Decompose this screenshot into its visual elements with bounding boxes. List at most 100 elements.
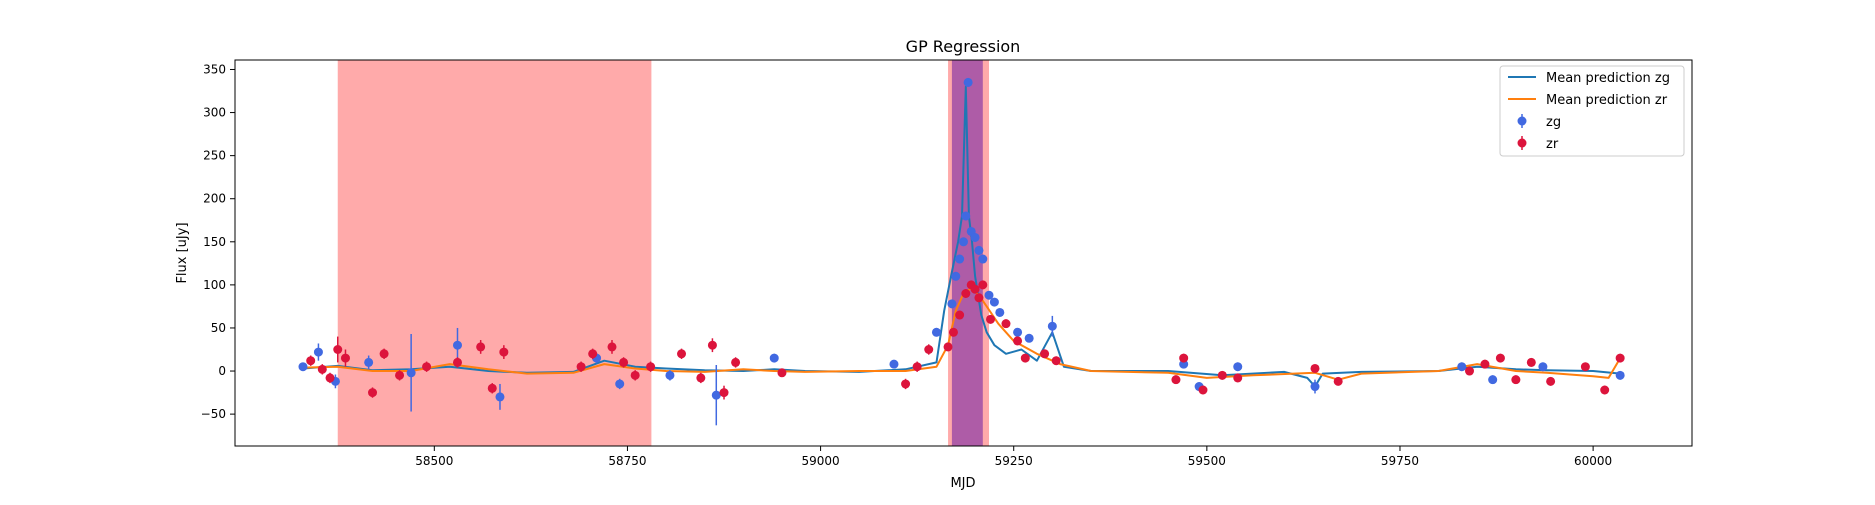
zg-point-35 bbox=[1488, 375, 1498, 385]
series-points-zg bbox=[298, 77, 1625, 426]
zg-point-0 bbox=[298, 362, 308, 372]
zr-point-17 bbox=[630, 370, 640, 380]
zg-point-11 bbox=[769, 353, 779, 363]
zr-point-57 bbox=[1615, 353, 1625, 363]
zr-point-46 bbox=[1233, 373, 1243, 383]
zg-point-33 bbox=[1310, 382, 1320, 392]
zr-point-40 bbox=[1040, 349, 1050, 359]
zr-point-25 bbox=[901, 379, 911, 389]
series-points-zr bbox=[306, 280, 1625, 400]
x-tick-label-0: 58500 bbox=[415, 454, 453, 468]
x-tick-label-5: 59750 bbox=[1381, 454, 1419, 468]
zg-point-29 bbox=[1047, 321, 1057, 331]
zg-point-28 bbox=[1024, 333, 1034, 343]
zg-point-6 bbox=[495, 392, 505, 402]
zg-point-16 bbox=[955, 254, 965, 264]
zr-point-43 bbox=[1179, 353, 1189, 363]
x-tick-label-4: 59500 bbox=[1188, 454, 1226, 468]
zr-point-21 bbox=[707, 340, 717, 350]
x-tick-label-6: 60000 bbox=[1574, 454, 1612, 468]
y-tick-label-8: 350 bbox=[203, 62, 226, 76]
zr-point-2 bbox=[325, 373, 335, 383]
zg-point-14 bbox=[947, 299, 957, 309]
zg-point-19 bbox=[963, 77, 973, 87]
x-tick-label-2: 59000 bbox=[801, 454, 839, 468]
zg-point-13 bbox=[931, 327, 941, 337]
zg-point-9 bbox=[665, 370, 675, 380]
y-axis-label: Flux [uJy] bbox=[175, 222, 190, 283]
zr-point-4 bbox=[340, 353, 350, 363]
zr-point-55 bbox=[1580, 362, 1590, 372]
zr-point-42 bbox=[1171, 375, 1181, 385]
y-axis: −50 0 50 100 150 200 250 300 350 bbox=[201, 62, 235, 421]
legend: Mean prediction zg Mean prediction zr zg… bbox=[1499, 65, 1685, 157]
legend-label-zr-line: Mean prediction zr bbox=[1546, 93, 1668, 108]
zg-point-27 bbox=[1013, 327, 1023, 337]
zr-point-34 bbox=[974, 293, 984, 303]
zr-point-5 bbox=[368, 388, 378, 398]
zg-point-26 bbox=[995, 307, 1005, 317]
zr-point-35 bbox=[978, 280, 988, 290]
legend-label-zg-line: Mean prediction zg bbox=[1546, 71, 1670, 86]
zg-point-37 bbox=[1615, 370, 1625, 380]
zr-point-7 bbox=[395, 370, 405, 380]
zr-point-19 bbox=[677, 349, 687, 359]
zr-point-54 bbox=[1546, 376, 1556, 386]
zr-point-39 bbox=[1020, 353, 1030, 363]
plot-area bbox=[298, 60, 1625, 446]
zr-point-31 bbox=[961, 288, 971, 298]
zg-point-36 bbox=[1538, 362, 1548, 372]
zr-point-11 bbox=[487, 383, 497, 393]
zg-point-32 bbox=[1233, 362, 1243, 372]
zr-point-33 bbox=[970, 284, 980, 294]
zg-point-23 bbox=[978, 254, 988, 264]
zr-point-48 bbox=[1333, 376, 1343, 386]
zg-point-34 bbox=[1457, 362, 1467, 372]
x-axis: 58500 58750 59000 59250 59500 59750 60000 bbox=[415, 446, 1612, 468]
shaded-region-0 bbox=[337, 60, 652, 446]
zr-point-0 bbox=[306, 356, 316, 366]
zr-point-26 bbox=[912, 362, 922, 372]
zr-point-29 bbox=[948, 327, 958, 337]
zr-point-15 bbox=[607, 342, 617, 352]
y-tick-label-1: 0 bbox=[218, 364, 226, 378]
zg-point-4 bbox=[406, 368, 416, 378]
y-tick-label-6: 250 bbox=[203, 149, 226, 163]
zr-point-50 bbox=[1480, 359, 1490, 369]
zg-point-8 bbox=[615, 379, 625, 389]
legend-swatch-zg-marker bbox=[1517, 116, 1527, 126]
zr-point-9 bbox=[452, 357, 462, 367]
zr-point-44 bbox=[1198, 385, 1208, 395]
zr-point-28 bbox=[943, 342, 953, 352]
zr-point-12 bbox=[499, 347, 509, 357]
zr-point-49 bbox=[1465, 366, 1475, 376]
zr-point-38 bbox=[1013, 336, 1023, 346]
zr-point-16 bbox=[619, 357, 629, 367]
x-axis-label: MJD bbox=[950, 476, 975, 491]
zr-point-20 bbox=[696, 373, 706, 383]
zr-point-24 bbox=[777, 368, 787, 378]
y-tick-label-3: 100 bbox=[203, 278, 226, 292]
zg-point-21 bbox=[970, 232, 980, 242]
zr-point-47 bbox=[1310, 363, 1320, 373]
zr-point-1 bbox=[317, 364, 327, 374]
zr-point-45 bbox=[1217, 370, 1227, 380]
zr-point-27 bbox=[924, 345, 934, 354]
zr-point-30 bbox=[955, 310, 965, 320]
zg-point-10 bbox=[711, 390, 721, 400]
x-tick-label-1: 58750 bbox=[608, 454, 646, 468]
y-tick-label-4: 150 bbox=[203, 235, 226, 249]
zg-point-25 bbox=[989, 297, 999, 307]
zr-point-22 bbox=[719, 388, 729, 398]
legend-swatch-zr-marker bbox=[1517, 138, 1527, 148]
y-tick-label-7: 300 bbox=[203, 106, 226, 120]
legend-label-zr: zr bbox=[1546, 137, 1559, 152]
zg-point-24 bbox=[984, 290, 994, 300]
zr-point-36 bbox=[986, 314, 996, 324]
zr-point-23 bbox=[731, 357, 741, 367]
zg-point-1 bbox=[313, 347, 323, 357]
y-tick-label-5: 200 bbox=[203, 192, 226, 206]
zr-point-8 bbox=[422, 362, 432, 372]
zg-point-17 bbox=[959, 237, 968, 247]
zr-point-14 bbox=[588, 349, 598, 359]
